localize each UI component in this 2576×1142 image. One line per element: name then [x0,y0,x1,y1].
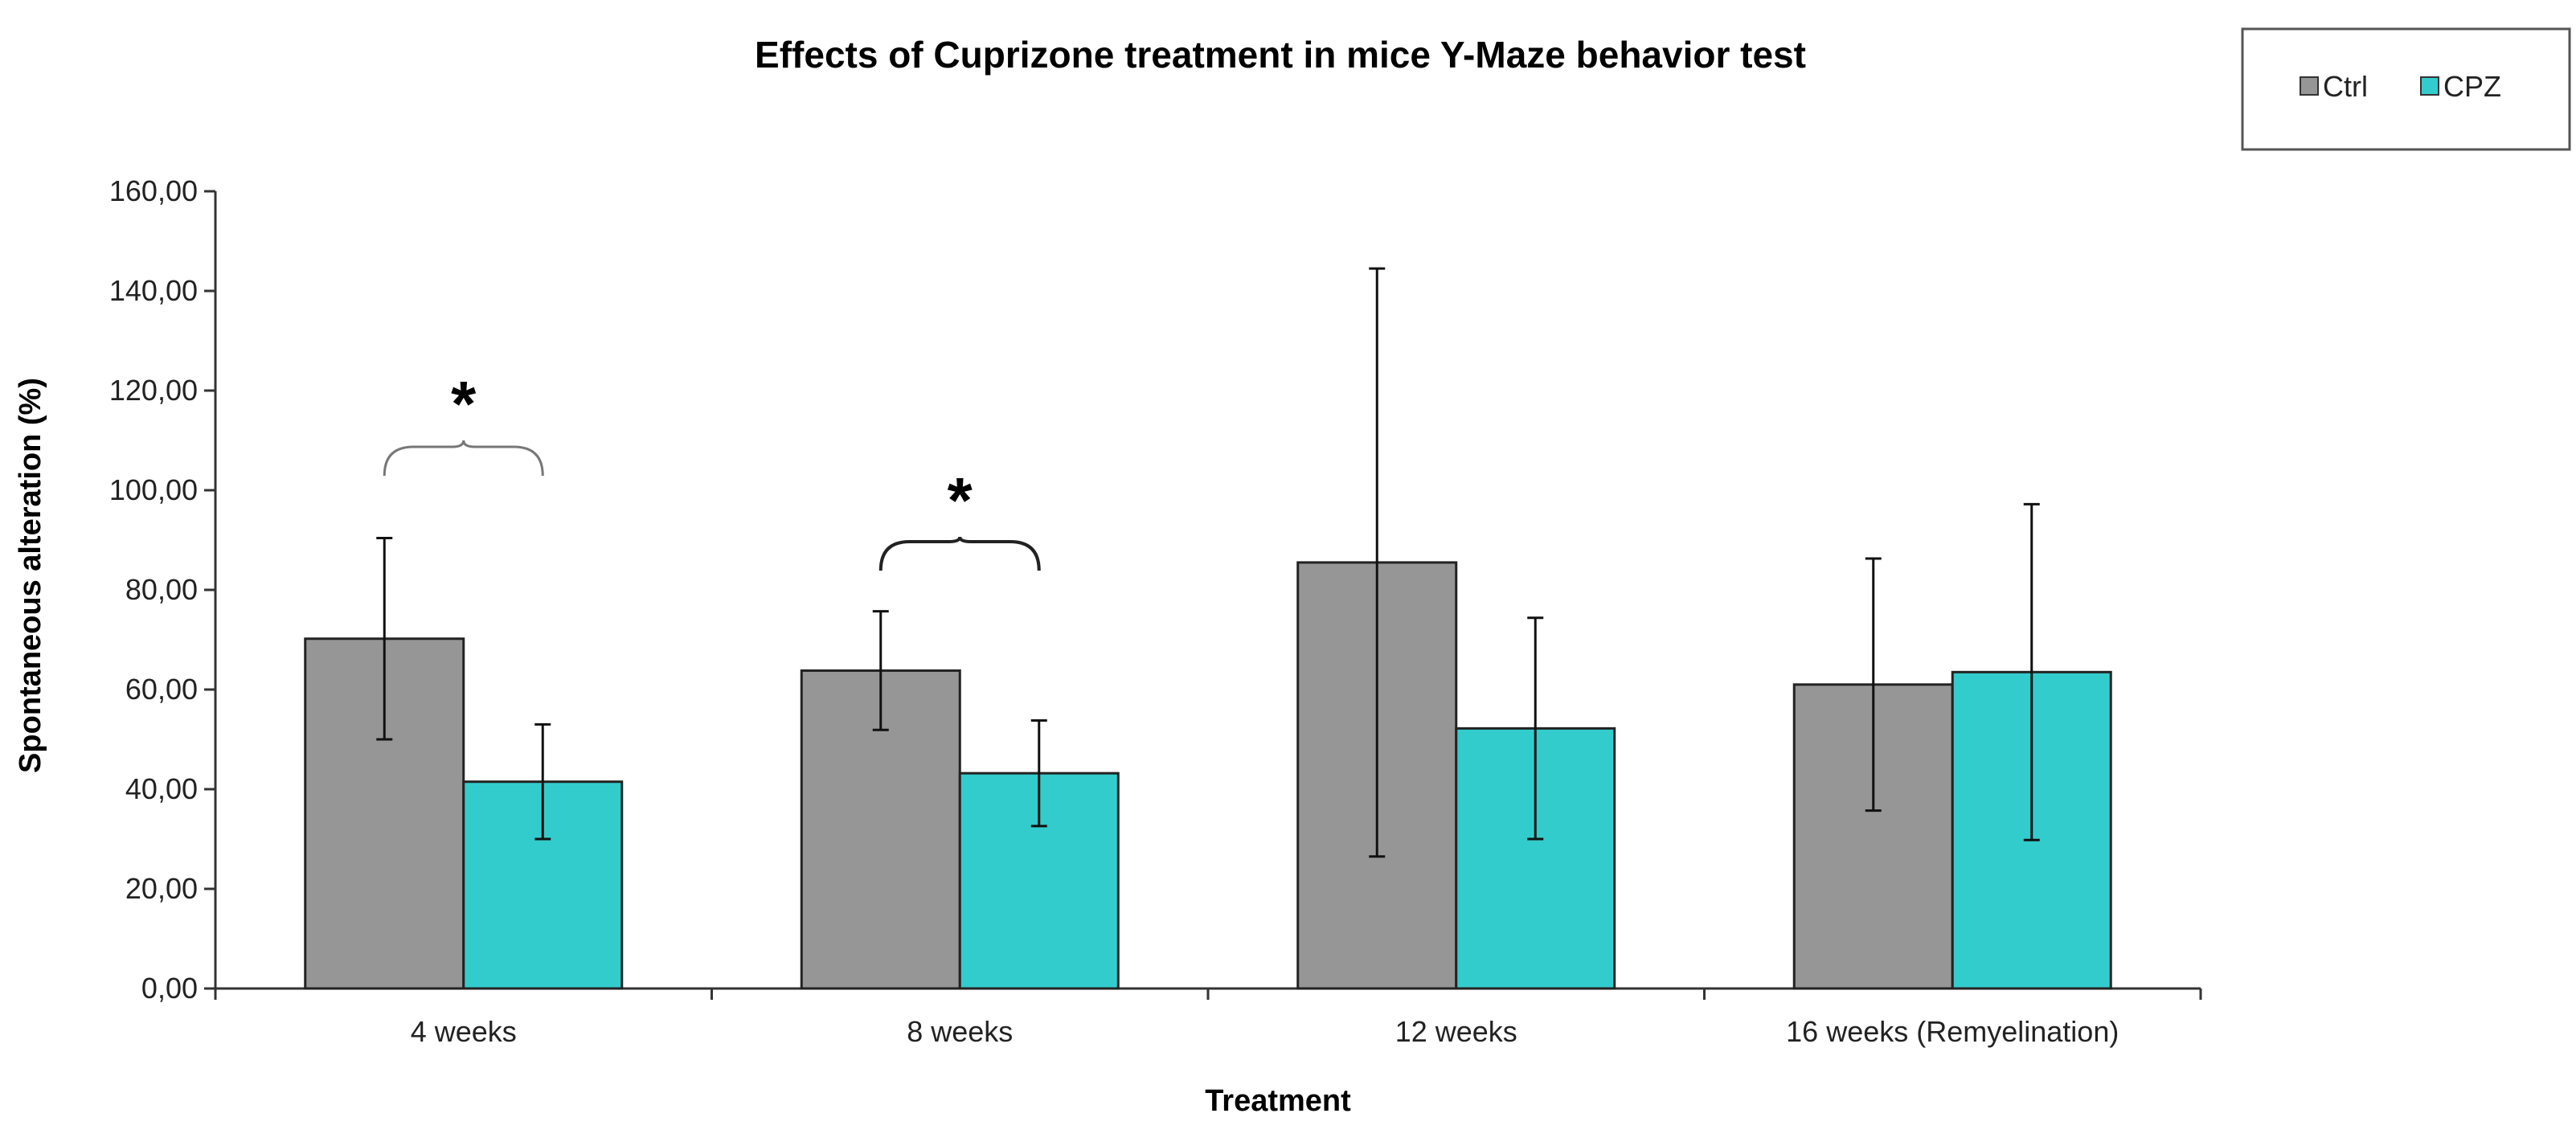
y-tick-label: 0,00 [141,972,198,1005]
legend-swatch-cpz [2420,76,2439,96]
y-tick-label: 80,00 [125,573,198,606]
x-tick-label: 16 weeks (Remyelination) [1786,1015,2119,1048]
error-bar-cpz [1527,616,1544,841]
x-tick-label: 8 weeks [907,1015,1013,1048]
legend-label-ctrl: Ctrl [2323,70,2368,103]
x-tick-label: 4 weeks [411,1015,517,1048]
error-bar-cpz [534,722,551,841]
y-tick-label: 60,00 [125,673,198,706]
chart-title: Effects of Cuprizone treatment in mice Y… [755,34,1806,76]
y-tick-label: 20,00 [125,872,198,905]
error-bar-cpz [2023,502,2040,841]
y-tick-label: 140,00 [109,274,198,307]
y-tick-label: 40,00 [125,772,198,805]
y-tick-label: 160,00 [109,174,198,207]
error-bar-cpz [1030,718,1047,828]
error-bar-ctrl [872,610,889,731]
error-bar-ctrl [1369,267,1386,858]
legend-swatch-ctrl [2300,76,2319,96]
significance-brace [383,440,544,477]
y-axis-title: Spontaneous alteration (%) [14,378,47,773]
significance-brace [878,536,1041,571]
legend-label-cpz: CPZ [2443,70,2501,103]
error-bar-ctrl [376,537,393,741]
error-bar-ctrl [1865,557,1882,812]
legend: Ctrl CPZ [2241,27,2571,151]
plot-area: 0,00 20,00 40,00 60,00 80,00 100,00 120,00 140,… [109,174,2202,1048]
x-axis-title: Treatment [1205,1084,1351,1118]
significance-star: * [451,368,477,440]
significance-star: * [948,465,973,536]
y-tick-label: 100,00 [109,473,198,506]
legend-box [2241,27,2571,151]
y-tick-label: 120,00 [109,374,198,407]
x-tick-label: 12 weeks [1395,1015,1517,1048]
